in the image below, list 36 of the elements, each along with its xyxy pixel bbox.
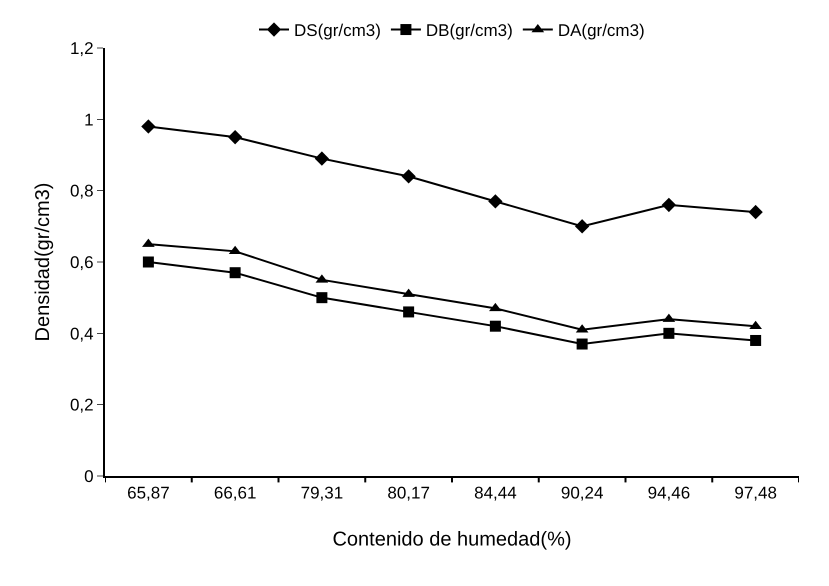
point [142, 256, 154, 268]
legend-label: DS(gr/cm3) [294, 21, 381, 40]
x-tick-label: 94,46 [648, 483, 690, 502]
point [230, 267, 241, 278]
x-axis-title: Contenido de humedad(%) [332, 528, 572, 550]
point [403, 306, 414, 318]
point [663, 328, 674, 339]
point [748, 204, 763, 220]
x-tick-label: 84,44 [474, 483, 517, 502]
point [141, 119, 156, 134]
point [750, 334, 762, 346]
y-tick-label: 0,6 [70, 252, 94, 272]
point [488, 194, 503, 209]
y-tick-label: 0,2 [70, 396, 94, 415]
point [401, 169, 416, 184]
x-tick-label: 97,48 [734, 483, 777, 502]
y-tick-label: 0,4 [70, 324, 94, 344]
y-tick-label: 1,2 [70, 38, 94, 58]
x-tick-label: 66,61 [214, 483, 256, 502]
x-tick-label: 79,31 [300, 483, 344, 502]
legend-label: DB(gr/cm3) [426, 21, 513, 40]
point [576, 338, 588, 350]
point [662, 198, 676, 212]
point [490, 320, 501, 332]
point [314, 151, 330, 166]
y-tick-label: 1 [84, 110, 94, 130]
y-tick-label: 0 [84, 466, 94, 486]
x-tick-label: 80,17 [387, 483, 430, 502]
point [228, 130, 242, 144]
point [574, 219, 590, 234]
point [316, 292, 328, 304]
x-tick-label: 65,87 [127, 483, 170, 502]
legend-label: DA(gr/cm3) [558, 21, 645, 40]
y-tick-label: 0,8 [70, 182, 94, 201]
y-axis-title: Densidad(gr/cm3) [32, 182, 54, 342]
x-tick-label: 90,24 [560, 483, 604, 502]
